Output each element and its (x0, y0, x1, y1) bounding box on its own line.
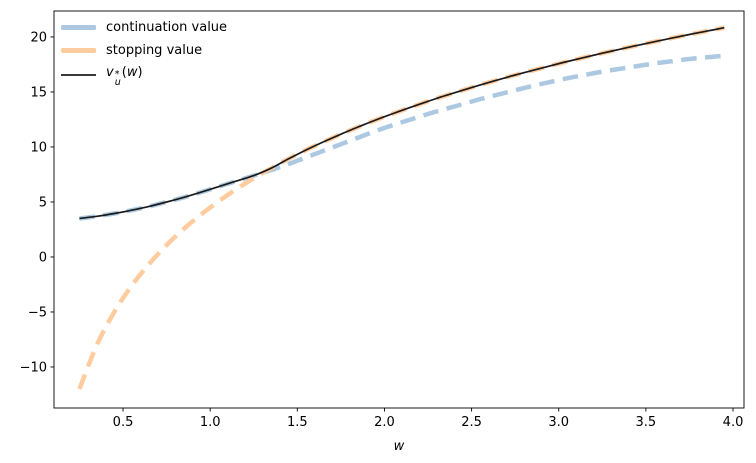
x-tick-label: 1.5 (287, 415, 308, 430)
legend-label-stopping-value: stopping value (106, 42, 203, 58)
x-tick-label: 2.0 (374, 415, 395, 430)
y-tick-label: −5 (28, 305, 47, 320)
legend-swatch-v-star (61, 74, 96, 76)
x-tick-label: 1.0 (200, 415, 221, 430)
v-star-paren-close: ) (137, 64, 143, 80)
v-star-base: v (106, 64, 114, 80)
y-tick-label: 0 (39, 250, 47, 265)
legend-item-stopping-value: stopping value (61, 40, 227, 60)
legend-item-v-star: v * u (w) (61, 63, 227, 87)
legend-item-continuation-value: continuation value (61, 17, 227, 37)
plot-border (53, 10, 745, 409)
legend: continuation value stopping value v * u (w) (61, 17, 227, 87)
v-star-sub: u (114, 76, 121, 88)
v-star-supsub: * u (114, 68, 121, 88)
x-tick-label: 2.5 (461, 415, 482, 430)
v-star-paren-open: ( (121, 64, 127, 80)
y-tick-label: 10 (30, 140, 47, 155)
v-star-sup: * (114, 68, 120, 80)
series-v-star (79, 26, 725, 220)
y-tick-label: 5 (39, 195, 47, 210)
legend-label-continuation-value: continuation value (106, 19, 228, 35)
v-star-arg: w (126, 64, 138, 80)
x-axis-label: w (394, 439, 405, 454)
legend-swatch-stopping-value (61, 47, 96, 53)
y-tick-label: 15 (30, 85, 47, 100)
legend-swatch-continuation-value (61, 24, 96, 30)
x-tick-label: 3.5 (636, 415, 657, 430)
legend-label-v-star: v * u (w) (106, 64, 143, 88)
y-tick-label: −10 (20, 360, 47, 375)
x-tick-label: 4.0 (723, 415, 744, 430)
x-tick-label: 3.0 (548, 415, 569, 430)
y-tick-label: 20 (30, 30, 47, 45)
x-tick-label: 0.5 (113, 415, 134, 430)
